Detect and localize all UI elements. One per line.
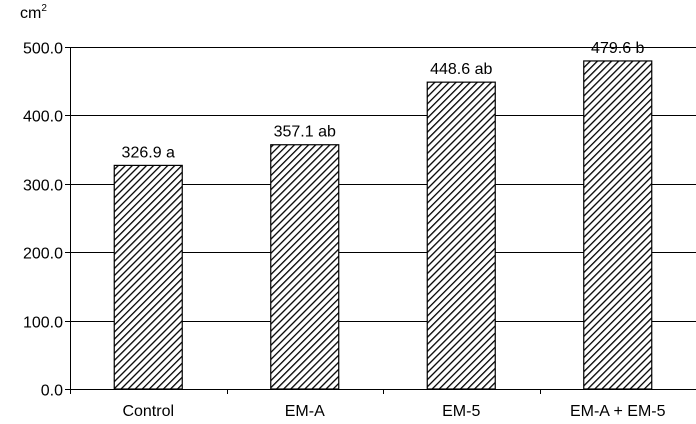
y-tick-label: 200.0: [23, 246, 63, 263]
axes: [65, 47, 696, 394]
bar: [113, 164, 183, 390]
x-tick-label: EM-A: [285, 403, 325, 420]
data-label: 326.9 a: [122, 144, 175, 161]
data-label: 357.1 ab: [274, 124, 336, 141]
y-tick-label: 0.0: [41, 383, 63, 400]
data-label: 479.6 b: [591, 40, 644, 57]
bar: [270, 144, 340, 390]
bar: [583, 60, 653, 390]
y-tick-label: 500.0: [23, 41, 63, 58]
x-tick-label: EM-A + EM-5: [570, 403, 666, 420]
y-unit-label: cm2: [20, 3, 47, 22]
x-tick-label: Control: [122, 403, 174, 420]
bars: [113, 60, 653, 390]
data-label: 448.6 ab: [430, 61, 492, 78]
y-tick-label: 100.0: [23, 315, 63, 332]
y-tick-label: 400.0: [23, 109, 63, 126]
x-tick-label: EM-5: [442, 403, 480, 420]
y-tick-label: 300.0: [23, 178, 63, 195]
labels: 0.0 100.0 200.0 300.0 400.0 500.0 326.9 a Contr…: [23, 40, 666, 420]
bar: [426, 81, 496, 390]
